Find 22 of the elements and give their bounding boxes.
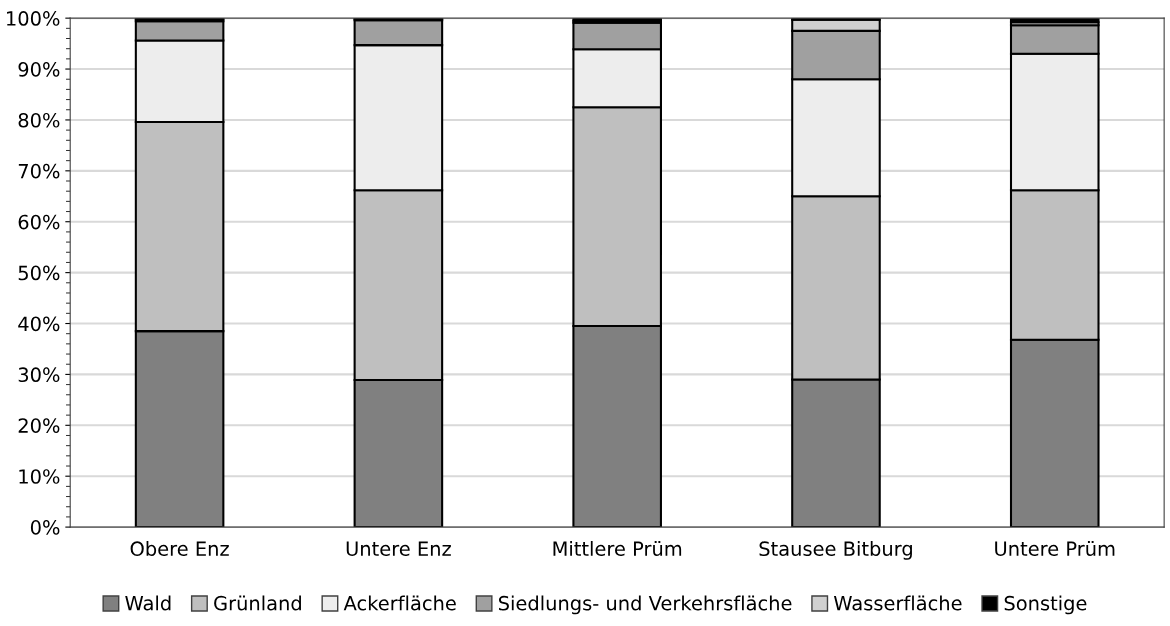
legend-label: Ackerfläche [343,595,456,611]
legend-label: Wasserfläche [833,595,962,611]
legend-label: Sonstige [1004,595,1087,615]
x-tick-label: Untere Prüm [995,541,1115,557]
x-tick-label: Stausee Bitburg [759,540,912,560]
y-tick-label: 100% [7,11,60,26]
x-tick-label: Mittlere Prüm [553,540,682,557]
legend-label: Grünland [214,595,301,611]
x-tick-label: Obere Enz [130,540,229,557]
x-tick-label: Untere Enz [346,541,451,557]
y-tick-label: 40% [18,316,60,332]
y-tick-label: 0% [30,520,60,535]
y-tick-label: 70% [18,163,60,179]
y-tick-label: 20% [18,418,60,433]
legend-label: Wald [125,595,171,611]
y-tick-label: 80% [18,112,60,128]
y-tick-label: 60% [18,214,60,230]
y-tick-label: 50% [18,265,60,281]
y-tick-label: 90% [18,62,60,77]
legend-label: Siedlungs- und Verkehrsfläche [498,595,792,615]
y-tick-label: 30% [18,367,60,383]
y-tick-label: 10% [19,469,60,484]
